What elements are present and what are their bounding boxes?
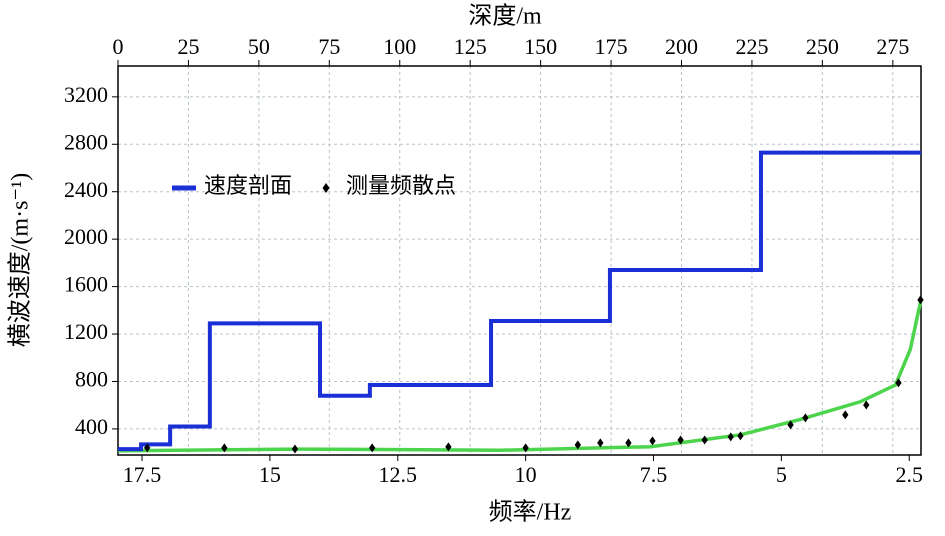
x2-tick-label: 0 <box>113 34 124 59</box>
data-point <box>842 410 849 420</box>
data-point <box>787 420 794 430</box>
x2-tick-label: 150 <box>524 34 557 59</box>
y-tick-label: 2800 <box>64 129 108 154</box>
x-axis-title: 频率/Hz <box>489 499 572 526</box>
data-point <box>677 435 684 445</box>
data-point <box>369 443 376 453</box>
data-point <box>221 443 228 453</box>
data-point <box>895 378 902 388</box>
data-point <box>625 438 632 448</box>
legend: 速度剖面 测量频散点 <box>172 173 456 198</box>
x2-tick-label: 275 <box>876 34 909 59</box>
x2-tick-label: 175 <box>595 34 628 59</box>
y-tick-label: 1600 <box>64 272 108 297</box>
y-tick-label: 400 <box>75 414 108 439</box>
data-point <box>574 440 581 450</box>
data-line <box>118 150 921 452</box>
data-point <box>701 435 708 445</box>
data-point <box>649 436 656 446</box>
legend-swatch <box>322 183 330 193</box>
x2-tick-label: 25 <box>177 34 199 59</box>
x2-tick-label: 100 <box>383 34 416 59</box>
data-point <box>737 431 744 441</box>
data-point <box>144 443 151 453</box>
x2-tick-label: 200 <box>665 34 698 59</box>
y-tick-label: 800 <box>75 367 108 392</box>
plot-frame <box>117 65 922 456</box>
x2-tick-label: 75 <box>318 34 340 59</box>
x2-tick-label: 225 <box>735 34 768 59</box>
data-point <box>597 438 604 448</box>
x-tick-label: 10 <box>515 462 537 487</box>
data-point <box>445 442 452 452</box>
legend-label: 测量频散点 <box>346 173 456 198</box>
x2-axis-title: 深度/m <box>468 3 542 30</box>
data-point <box>802 413 809 423</box>
x2-tick-label: 250 <box>806 34 839 59</box>
y-tick-label: 3200 <box>64 82 108 107</box>
y-tick-label: 2000 <box>64 224 108 249</box>
x-tick-label: 12.5 <box>379 462 418 487</box>
data-point <box>863 400 870 410</box>
x-tick-label: 2.5 <box>895 462 923 487</box>
x-tick-label: 5 <box>776 462 787 487</box>
x2-tick-label: 50 <box>248 34 270 59</box>
x2-tick-label: 125 <box>454 34 487 59</box>
y-axis-title: 横波速度/(m·s⁻¹) <box>7 173 34 348</box>
data-point <box>291 444 299 454</box>
legend-label: 速度剖面 <box>204 173 292 198</box>
x-tick-label: 17.5 <box>123 462 162 487</box>
y-tick-label: 1200 <box>64 319 108 344</box>
x-tick-label: 7.5 <box>640 462 668 487</box>
data-point <box>917 295 924 305</box>
y-tick-label: 2400 <box>64 177 108 202</box>
data-point <box>727 432 734 442</box>
data-point <box>522 443 529 453</box>
data-line <box>117 299 923 453</box>
x-tick-label: 15 <box>259 462 281 487</box>
